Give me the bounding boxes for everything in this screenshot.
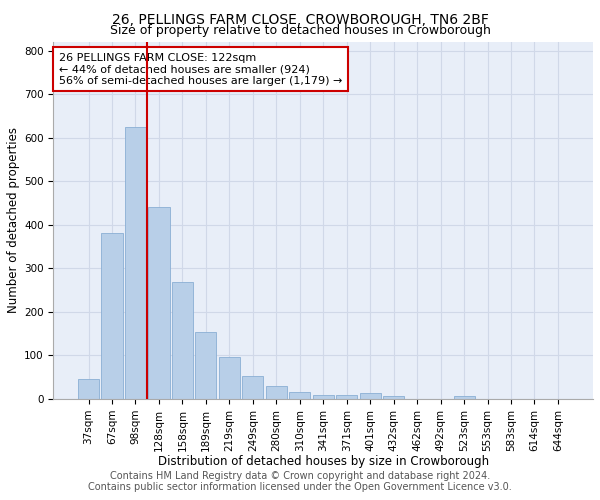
Bar bbox=[172, 282, 193, 399]
Bar bbox=[148, 208, 170, 399]
Text: 26 PELLINGS FARM CLOSE: 122sqm
← 44% of detached houses are smaller (924)
56% of: 26 PELLINGS FARM CLOSE: 122sqm ← 44% of … bbox=[59, 52, 342, 86]
Bar bbox=[454, 396, 475, 399]
Text: Contains HM Land Registry data © Crown copyright and database right 2024.
Contai: Contains HM Land Registry data © Crown c… bbox=[88, 471, 512, 492]
Bar bbox=[196, 332, 217, 399]
Bar bbox=[336, 394, 357, 399]
Bar bbox=[219, 357, 240, 399]
Bar bbox=[242, 376, 263, 399]
Y-axis label: Number of detached properties: Number of detached properties bbox=[7, 128, 20, 314]
Bar bbox=[313, 394, 334, 399]
Bar bbox=[101, 232, 122, 399]
Text: Size of property relative to detached houses in Crowborough: Size of property relative to detached ho… bbox=[110, 24, 490, 37]
Bar bbox=[78, 380, 99, 399]
Bar bbox=[266, 386, 287, 399]
Bar bbox=[359, 392, 381, 399]
Bar bbox=[383, 396, 404, 399]
Bar bbox=[289, 392, 310, 399]
Bar bbox=[125, 127, 146, 399]
Text: 26, PELLINGS FARM CLOSE, CROWBOROUGH, TN6 2BF: 26, PELLINGS FARM CLOSE, CROWBOROUGH, TN… bbox=[112, 12, 488, 26]
X-axis label: Distribution of detached houses by size in Crowborough: Distribution of detached houses by size … bbox=[158, 455, 489, 468]
